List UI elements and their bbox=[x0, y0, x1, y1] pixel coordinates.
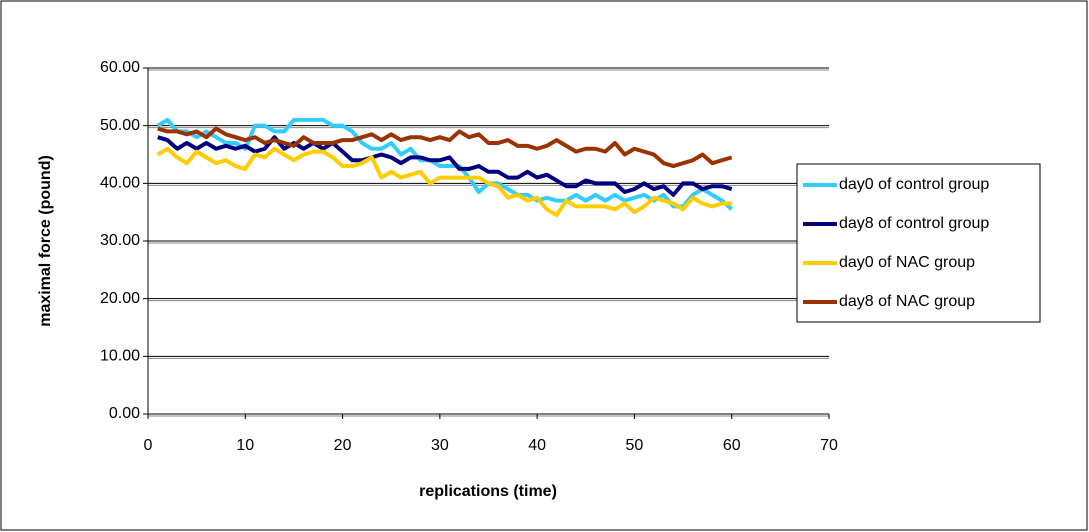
legend-label: day0 of NAC group bbox=[839, 254, 975, 271]
legend-label: day8 of control group bbox=[839, 215, 989, 232]
x-tick-label: 20 bbox=[334, 437, 352, 454]
legend-label: day8 of NAC group bbox=[839, 293, 975, 310]
y-axis-title: maximal force (pound) bbox=[37, 155, 54, 327]
y-tick-label: 10.00 bbox=[100, 348, 140, 365]
x-tick-label: 70 bbox=[820, 437, 838, 454]
x-tick-label: 60 bbox=[723, 437, 741, 454]
series-line bbox=[157, 135, 733, 197]
x-tick-label: 40 bbox=[528, 437, 546, 454]
y-tick-label: 0.00 bbox=[109, 405, 140, 422]
x-axis-title: replications (time) bbox=[419, 483, 557, 500]
x-tick-label: 30 bbox=[431, 437, 449, 454]
x-tick-label: 0 bbox=[144, 437, 153, 454]
y-tick-label: 50.00 bbox=[100, 117, 140, 134]
series-line bbox=[156, 146, 732, 218]
legend-box bbox=[796, 163, 1041, 323]
y-tick-label: 40.00 bbox=[100, 175, 140, 192]
y-tick-label: 30.00 bbox=[100, 232, 140, 249]
y-tick-label: 20.00 bbox=[100, 290, 140, 307]
series-line bbox=[156, 117, 734, 211]
x-tick-label: 10 bbox=[236, 437, 254, 454]
legend-label: day0 of control group bbox=[839, 176, 989, 193]
x-tick-label: 50 bbox=[626, 437, 644, 454]
series-line bbox=[157, 126, 733, 169]
y-tick-label: 60.00 bbox=[100, 59, 140, 76]
